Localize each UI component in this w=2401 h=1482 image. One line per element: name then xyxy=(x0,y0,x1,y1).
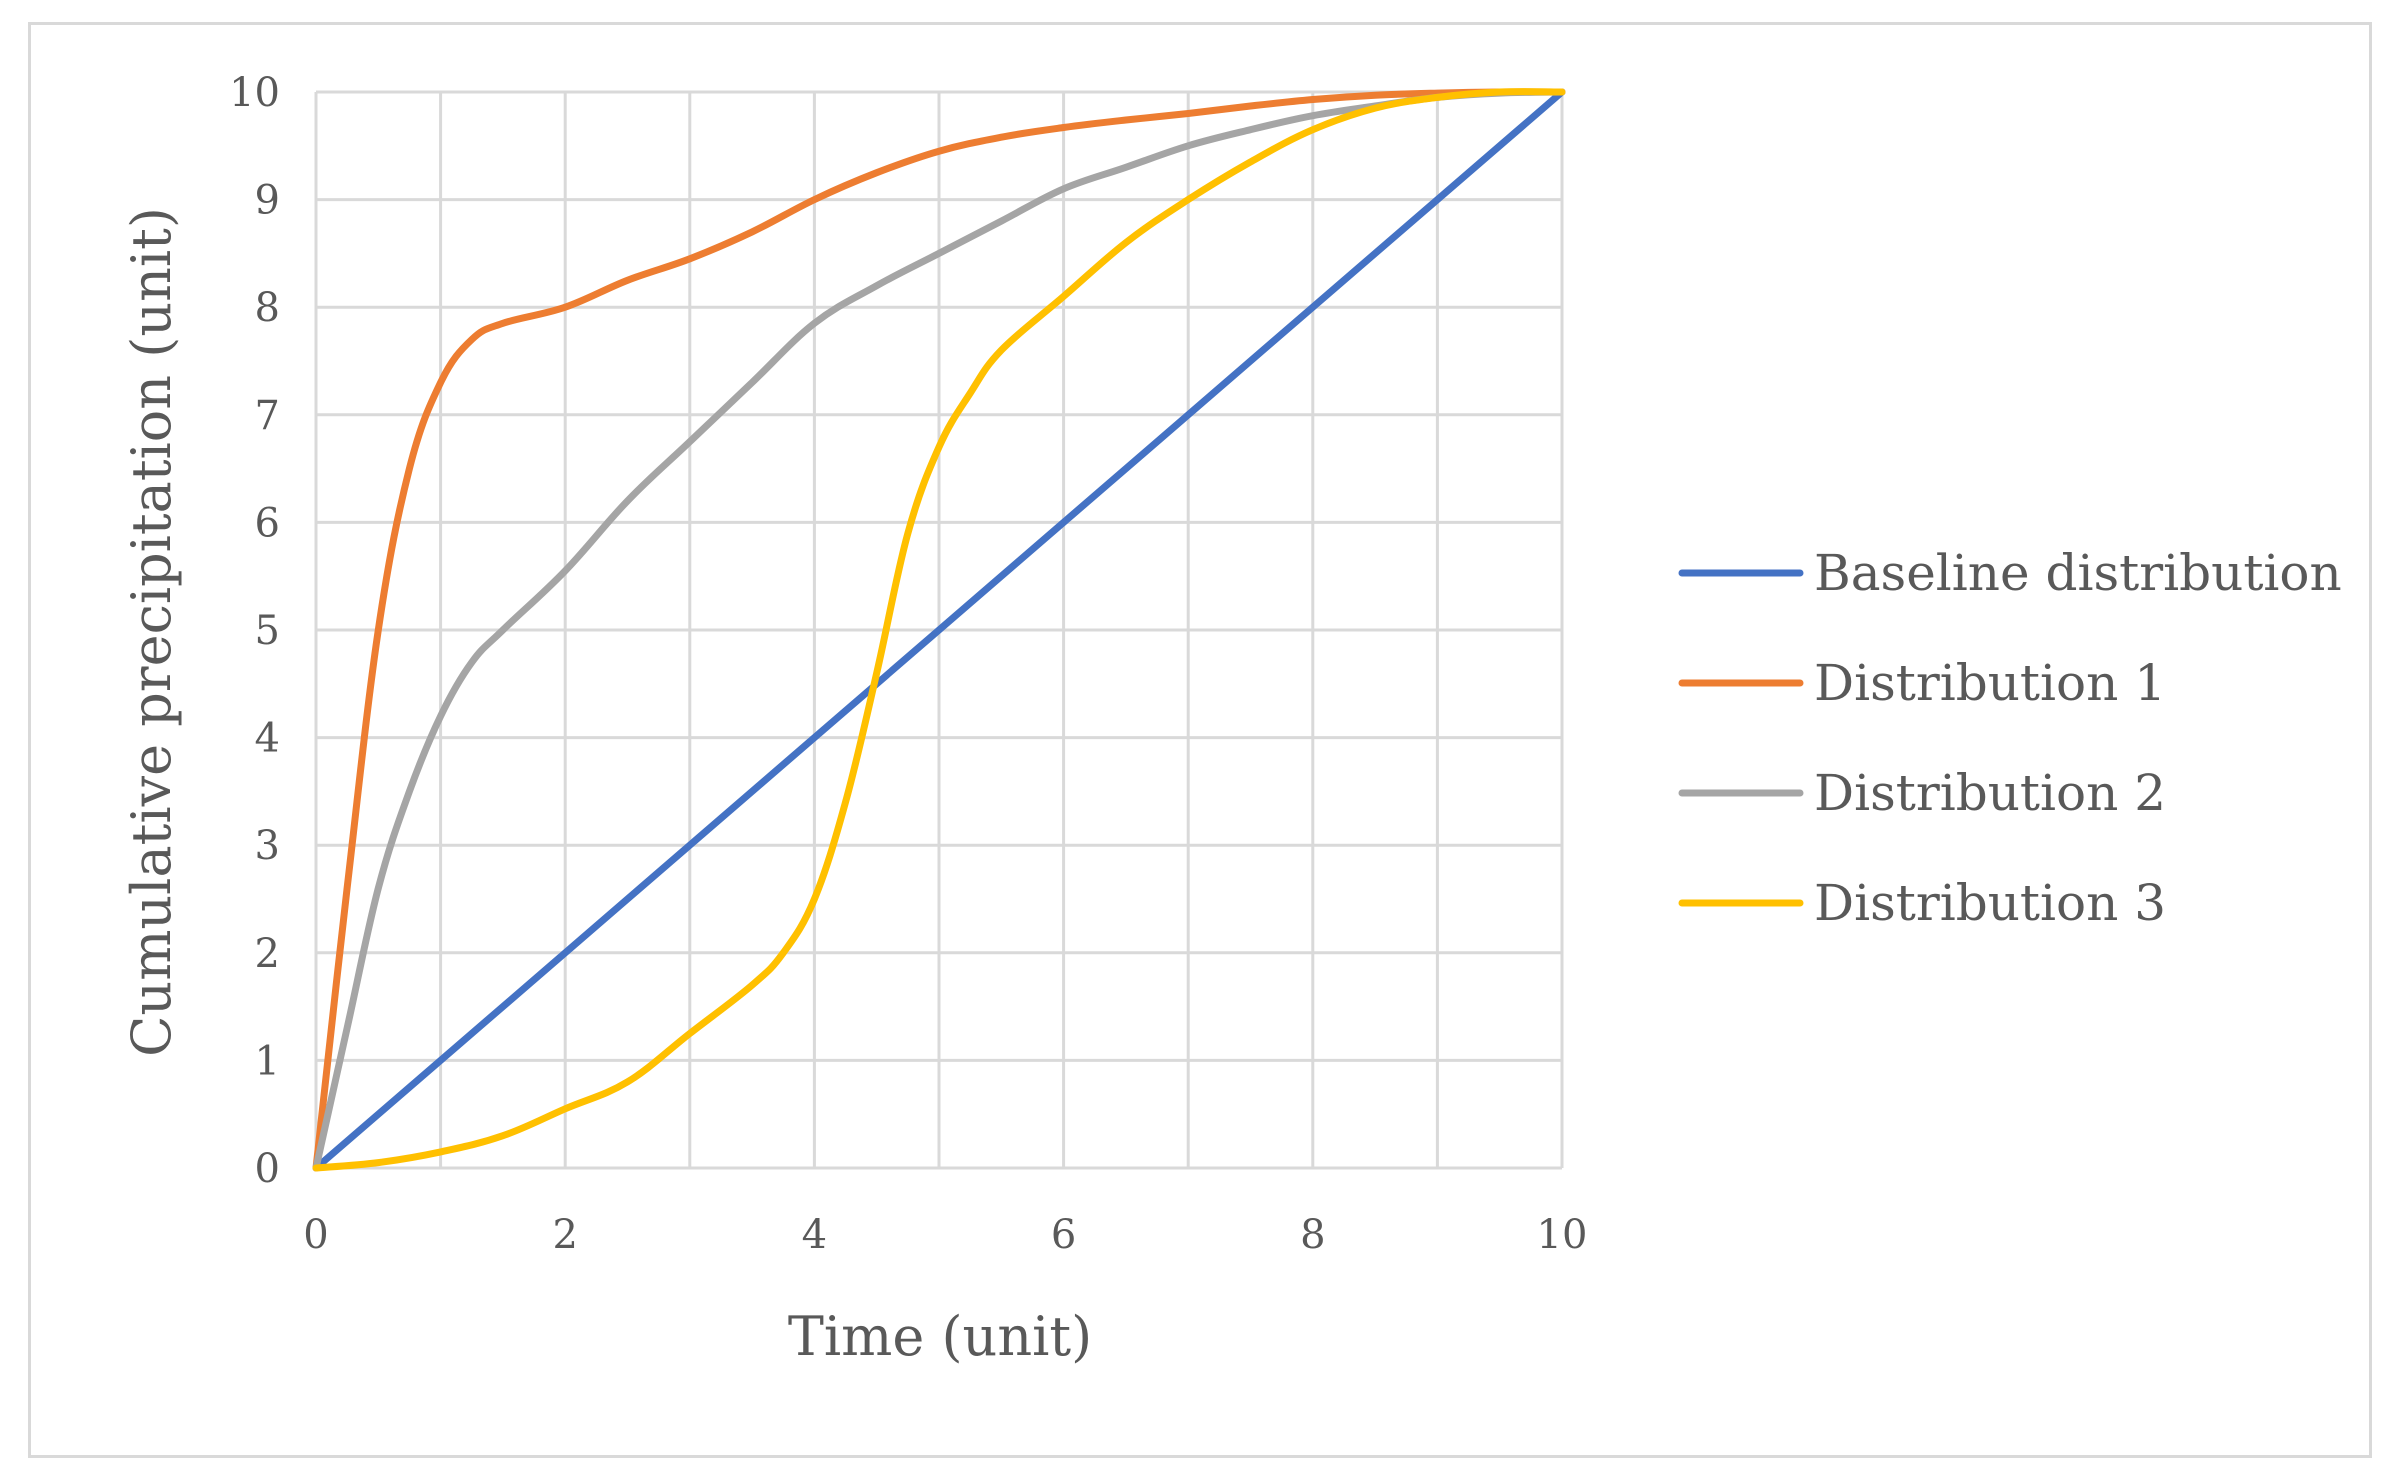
legend-label: Distribution 1 xyxy=(1814,654,2166,712)
x-axis-title: Time (unit) xyxy=(788,1305,1092,1368)
legend-label: Baseline distribution xyxy=(1814,544,2342,602)
y-tick-label: 3 xyxy=(255,823,280,869)
y-tick-label: 6 xyxy=(255,500,280,546)
chart-frame xyxy=(28,22,2372,1458)
x-tick-label: 4 xyxy=(802,1212,827,1258)
y-tick-label: 5 xyxy=(255,608,280,654)
x-tick-label: 10 xyxy=(1537,1212,1588,1258)
y-axis-ticks: 0 1 2 3 4 5 6 7 8 9 10 xyxy=(229,70,280,1192)
y-tick-label: 9 xyxy=(255,178,280,224)
y-tick-label: 7 xyxy=(255,393,280,439)
legend-label: Distribution 2 xyxy=(1814,764,2166,822)
series-line-1 xyxy=(312,88,1566,1172)
x-tick-label: 2 xyxy=(552,1212,577,1258)
x-axis-ticks: 0 2 4 6 8 10 xyxy=(303,1212,1587,1258)
y-tick-label: 0 xyxy=(255,1146,280,1192)
series-line-4 xyxy=(312,88,1566,1172)
legend: Baseline distribution Distribution 1 Distr… xyxy=(1678,544,2342,932)
y-tick-label: 8 xyxy=(255,285,280,331)
y-axis-title: Cumulative precipitation (unit) xyxy=(120,207,183,1057)
series-line-2 xyxy=(312,88,1566,1172)
y-tick-label: 4 xyxy=(255,716,280,762)
y-tick-label: 10 xyxy=(229,70,280,116)
x-tick-label: 8 xyxy=(1300,1212,1325,1258)
x-tick-label: 0 xyxy=(303,1212,328,1258)
series-line-3 xyxy=(312,88,1566,1172)
y-tick-label: 2 xyxy=(255,931,280,977)
y-tick-label: 1 xyxy=(255,1038,280,1084)
legend-label: Distribution 3 xyxy=(1814,874,2166,932)
x-tick-label: 6 xyxy=(1051,1212,1076,1258)
gridlines xyxy=(314,90,1564,1170)
series-lines xyxy=(312,88,1566,1172)
